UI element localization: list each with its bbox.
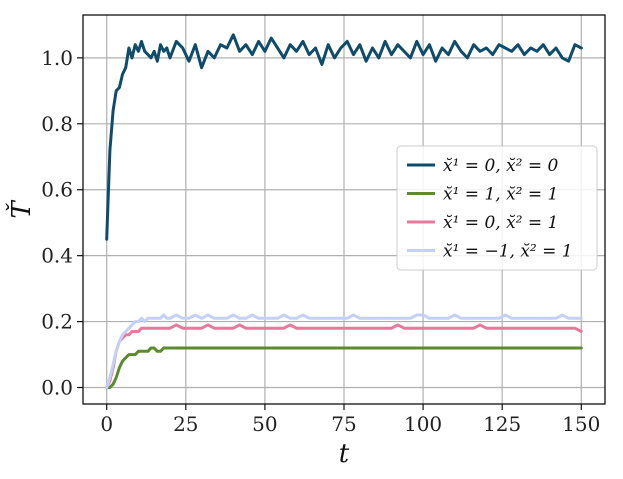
y-tick-label: 0.4 <box>41 244 73 268</box>
ticks: 0 25 50 75 100 125 150 0.0 0.2 0.4 0.6 0.8 1.0 <box>41 46 600 436</box>
x-tick-label: 75 <box>331 412 356 436</box>
y-tick-label: 0.6 <box>41 178 73 202</box>
legend-label-3: x̆¹ = 0, x̆² = 1 <box>443 213 558 233</box>
y-tick-label: 0.8 <box>41 112 73 136</box>
y-axis-label: Ť <box>5 200 37 219</box>
legend-box <box>396 145 598 271</box>
series-group <box>105 33 583 389</box>
legend: x̆¹ = 0, x̆² = 0 x̆¹ = 1, x̆² = 1 x̆¹ = 0,… <box>396 145 598 271</box>
x-tick-label: 50 <box>252 412 277 436</box>
series-line-4 <box>105 313 583 389</box>
x-tick-label: 0 <box>100 412 113 436</box>
series-line-2 <box>105 346 583 389</box>
series-line-3 <box>105 323 583 389</box>
x-axis-label: t <box>339 439 350 469</box>
x-tick-label: 25 <box>173 412 198 436</box>
x-tick-label: 150 <box>562 412 600 436</box>
x-tick-label: 125 <box>483 412 521 436</box>
y-tick-label: 0.0 <box>41 376 73 400</box>
series-line-1 <box>105 33 583 241</box>
legend-label-1: x̆¹ = 0, x̆² = 0 <box>443 156 559 176</box>
legend-label-2: x̆¹ = 1, x̆² = 1 <box>443 185 558 205</box>
legend-label-4: x̆¹ = −1, x̆² = 1 <box>443 242 573 262</box>
y-tick-label: 1.0 <box>41 46 73 70</box>
y-tick-label: 0.2 <box>41 310 73 334</box>
x-tick-label: 100 <box>404 412 442 436</box>
